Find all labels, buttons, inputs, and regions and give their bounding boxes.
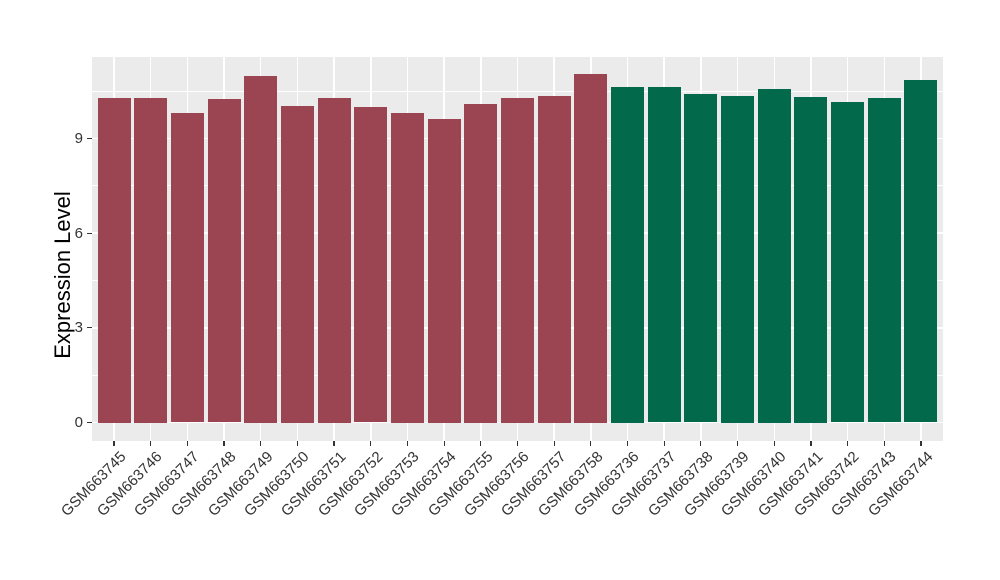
x-tick-mark — [626, 440, 629, 446]
x-tick-mark — [516, 440, 519, 446]
x-tick-mark — [260, 440, 262, 446]
x-tick-mark — [883, 440, 885, 446]
bar-GSM663737 — [647, 86, 681, 423]
x-tick-mark — [113, 440, 115, 446]
y-tick-label: 6 — [74, 224, 83, 242]
bar-GSM663741 — [794, 96, 828, 423]
x-tick-mark — [847, 440, 849, 446]
y-tick-mark — [87, 327, 92, 329]
bar-GSM663754 — [427, 118, 461, 423]
bar-GSM663742 — [831, 102, 865, 423]
x-tick-mark — [736, 440, 739, 446]
x-tick-mark — [663, 440, 665, 446]
x-tick-mark — [186, 440, 188, 446]
bar-GSM663755 — [464, 104, 498, 423]
x-tick-mark — [773, 440, 775, 446]
x-tick-mark — [296, 440, 298, 446]
bar-GSM663749 — [244, 76, 278, 423]
y-tick-label: 0 — [74, 414, 83, 431]
bar-GSM663739 — [721, 96, 755, 423]
bar-GSM663745 — [97, 98, 131, 423]
bar-GSM663743 — [867, 97, 901, 423]
bar-GSM663748 — [207, 99, 241, 423]
bar-GSM663750 — [280, 106, 314, 423]
x-tick-mark — [810, 440, 812, 446]
bar-GSM663740 — [757, 88, 791, 423]
bar-GSM663738 — [684, 94, 718, 423]
bar-GSM663744 — [904, 80, 938, 423]
bar-GSM663746 — [134, 98, 168, 423]
bar-GSM663757 — [537, 96, 571, 423]
y-tick-label: 9 — [74, 129, 83, 147]
bar-GSM663747 — [170, 113, 204, 423]
x-tick-mark — [150, 440, 152, 446]
plot-panel — [92, 57, 943, 441]
y-tick-mark — [87, 137, 92, 140]
x-tick-mark — [333, 440, 335, 446]
bar-GSM663753 — [390, 112, 424, 423]
x-tick-mark — [223, 440, 225, 446]
x-tick-mark — [590, 440, 592, 446]
x-tick-mark — [443, 440, 445, 446]
y-tick-mark — [87, 232, 92, 234]
bar-GSM663758 — [574, 74, 608, 423]
bar-GSM663752 — [354, 107, 388, 423]
x-tick-mark — [370, 440, 372, 446]
y-axis-title: Expression Level — [50, 191, 75, 359]
bar-GSM663736 — [611, 87, 645, 423]
bar-GSM663756 — [500, 98, 534, 423]
x-tick-mark — [700, 440, 702, 446]
bar-GSM663751 — [317, 98, 351, 423]
x-tick-mark — [480, 440, 482, 446]
x-tick-mark — [553, 440, 555, 446]
x-tick-mark — [920, 440, 922, 446]
y-tick-mark — [87, 421, 92, 424]
y-tick-label: 3 — [74, 319, 83, 337]
x-tick-mark — [406, 440, 409, 446]
